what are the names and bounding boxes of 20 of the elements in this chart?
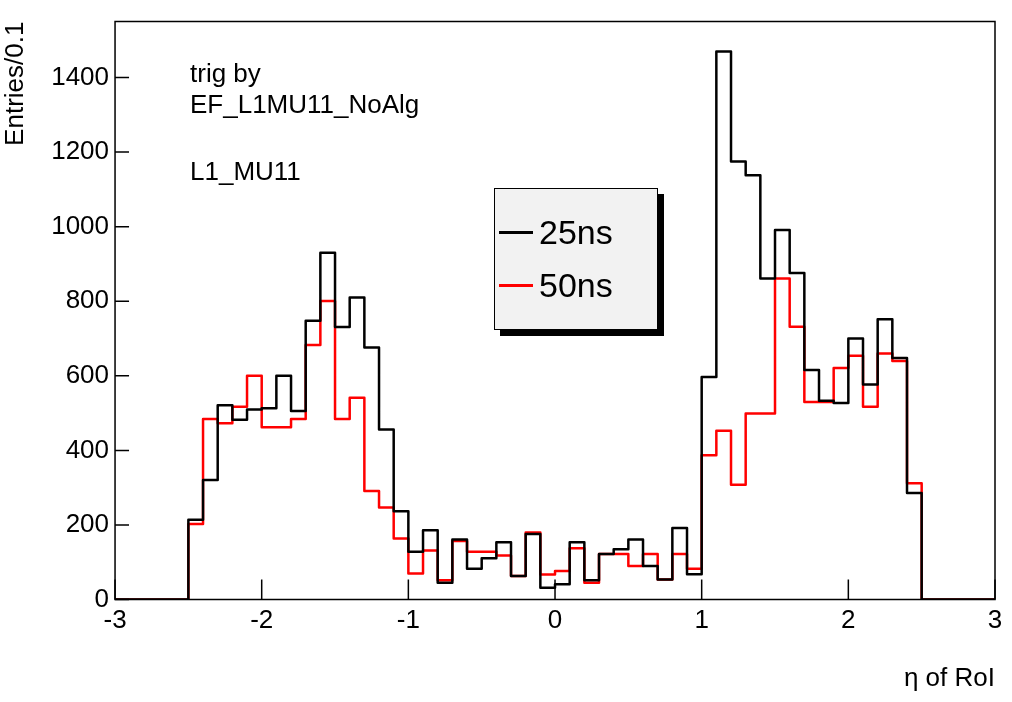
x-tick-label: -1 [396,604,420,635]
x-axis-title: η of RoI [903,661,995,692]
y-tick-label: 800 [65,284,110,315]
x-tick-label: 2 [841,604,856,635]
x-tick-label: -2 [250,604,274,635]
x-tick-label: 1 [694,604,709,635]
legend-label: 50ns [539,266,613,305]
annotation: L1_MU11 [190,156,301,187]
y-tick-label: 1000 [51,209,110,240]
y-tick-label: 1400 [51,60,110,91]
x-tick-label: 3 [987,604,1003,635]
x-tick-label: 0 [547,604,563,635]
y-tick-label: 600 [65,359,110,390]
y-tick-label: 0 [94,582,110,613]
y-tick-label: 200 [65,508,110,539]
annotation: trig by EF_L1MU11_NoAlg [190,58,420,120]
y-tick-label: 400 [65,433,110,464]
y-axis-title: Entries/0.1 [0,21,29,146]
legend-label: 25ns [539,213,613,252]
y-tick-label: 1200 [51,135,110,166]
